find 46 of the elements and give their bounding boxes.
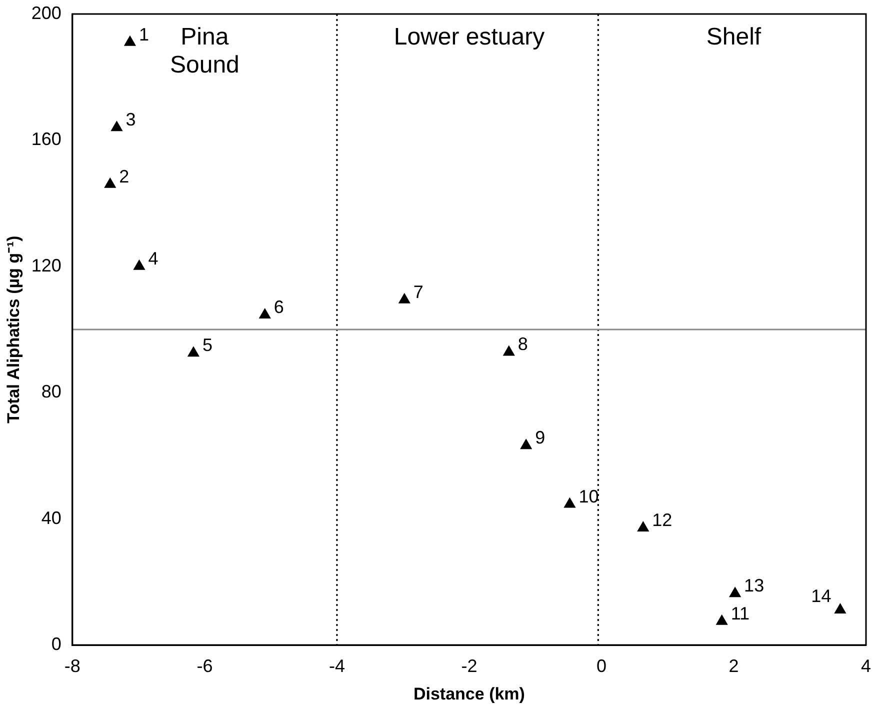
y-tick-label: 80 <box>41 382 62 402</box>
y-tick-label: 120 <box>31 255 62 276</box>
x-axis-title: Distance (km) <box>413 684 525 704</box>
point <box>134 260 145 270</box>
annotation: 8 <box>518 334 528 354</box>
annotation: 11 <box>730 603 750 624</box>
annotation: 13 <box>744 576 764 596</box>
x-tick-label: -6 <box>196 656 213 676</box>
y-tick-label: 0 <box>51 634 62 654</box>
point <box>503 346 515 356</box>
annotation: 12 <box>652 510 672 530</box>
point <box>104 178 116 188</box>
annotation: 5 <box>202 335 212 356</box>
point <box>259 308 271 318</box>
annotation: 6 <box>274 296 284 317</box>
y-axis-title: Total Aliphatics (µg g⁻¹) <box>4 236 23 424</box>
y-tick-label: 40 <box>41 508 62 528</box>
point <box>398 293 410 304</box>
x-tick-label: 0 <box>596 656 606 676</box>
point <box>124 36 136 46</box>
point <box>111 121 122 132</box>
point <box>564 498 576 508</box>
annotation: 10 <box>578 486 599 506</box>
annotation: 7 <box>413 282 424 302</box>
annotation: 2 <box>119 166 130 186</box>
x-tick-label: 2 <box>728 656 739 676</box>
annotation: Lower estuary <box>394 24 545 51</box>
annotation: 9 <box>535 428 546 448</box>
point <box>637 521 649 532</box>
point <box>716 614 728 625</box>
point <box>834 603 846 614</box>
point <box>188 346 200 357</box>
annotation: Pina Sound <box>170 24 240 79</box>
x-tick-label: -2 <box>461 656 478 676</box>
annotation: 14 <box>811 586 832 606</box>
annotation: 3 <box>126 110 136 130</box>
annotation: 1 <box>138 24 149 44</box>
annotation: Shelf <box>706 24 762 51</box>
y-tick-label: 200 <box>31 2 62 23</box>
y-tick-label: 160 <box>31 129 62 150</box>
point <box>729 587 741 598</box>
point <box>520 439 532 450</box>
x-tick-label: -4 <box>328 656 345 676</box>
x-tick-label: -8 <box>64 656 80 676</box>
annotation: 4 <box>148 248 158 268</box>
x-tick-label: 4 <box>860 656 872 676</box>
